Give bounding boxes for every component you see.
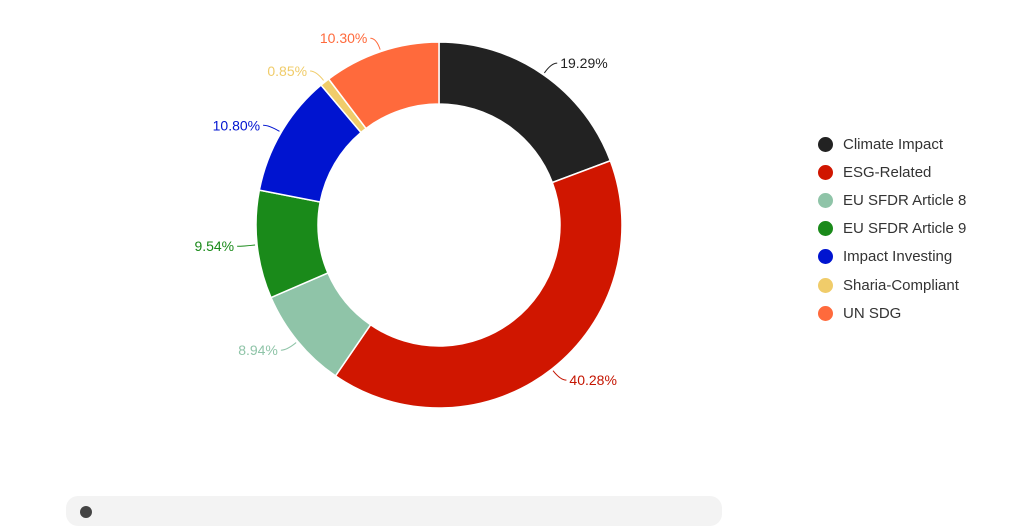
leader-line-esg-related (552, 370, 567, 381)
slice-label-esg-related: 40.28% (569, 372, 616, 388)
leader-line-eu-sfdr-article-9 (237, 244, 256, 247)
legend-item-esg-related[interactable]: ESG-Related (818, 158, 966, 186)
legend-swatch-icon (818, 164, 833, 180)
circle-icon (80, 506, 92, 518)
slice-label-impact-investing: 10.80% (213, 117, 260, 133)
slice-un-sdg[interactable] (327, 41, 440, 130)
slice-label-eu-sfdr-article-8: 8.94% (238, 342, 278, 358)
leader-line-climate-impact (543, 62, 558, 74)
legend-item-eu-sfdr-article-9[interactable]: EU SFDR Article 9 (818, 215, 966, 243)
leader-line-impact-investing (263, 124, 280, 132)
legend-label: EU SFDR Article 8 (843, 191, 967, 209)
slice-esg-related[interactable] (334, 159, 623, 409)
legend-swatch-icon (818, 305, 833, 321)
legend-item-sharia-compliant[interactable]: Sharia-Compliant (818, 271, 966, 299)
leader-line-eu-sfdr-article-8 (280, 342, 297, 351)
legend-item-eu-sfdr-article-8[interactable]: EU SFDR Article 8 (818, 186, 966, 214)
bottom-toolbar (66, 496, 722, 526)
legend-label: UN SDG (843, 304, 902, 322)
legend-label: ESG-Related (843, 163, 932, 181)
slice-label-un-sdg: 10.30% (320, 30, 367, 46)
slice-labels: 19.29% 40.28% 8.94% 9.54% 10.80% 0.85% 10.30% (194, 30, 616, 388)
legend-item-un-sdg[interactable]: UN SDG (818, 299, 966, 327)
leader-line-un-sdg (370, 37, 381, 50)
slice-label-climate-impact: 19.29% (560, 55, 607, 71)
legend-label: Climate Impact (843, 135, 944, 153)
chart-legend: Climate Impact ESG-Related EU SFDR Article… (818, 130, 966, 327)
legend-item-climate-impact[interactable]: Climate Impact (818, 130, 966, 158)
donut-slices (255, 41, 623, 409)
legend-label: EU SFDR Article 9 (843, 220, 967, 238)
legend-swatch-icon (818, 221, 833, 237)
legend-swatch-icon (818, 277, 833, 293)
label-leader-lines (237, 37, 567, 381)
slice-label-sharia-compliant: 0.85% (267, 63, 307, 79)
legend-label: Sharia-Compliant (843, 276, 959, 294)
legend-swatch-icon (818, 136, 833, 152)
slice-label-eu-sfdr-article-9: 9.54% (194, 238, 234, 254)
legend-swatch-icon (818, 249, 833, 265)
legend-item-impact-investing[interactable]: Impact Investing (818, 243, 966, 271)
leader-line-sharia-compliant (310, 70, 324, 81)
legend-swatch-icon (818, 192, 833, 208)
legend-label: Impact Investing (843, 248, 953, 266)
donut-chart: 19.29% 40.28% 8.94% 9.54% 10.80% 0.85% 10.30% (194, 30, 623, 409)
